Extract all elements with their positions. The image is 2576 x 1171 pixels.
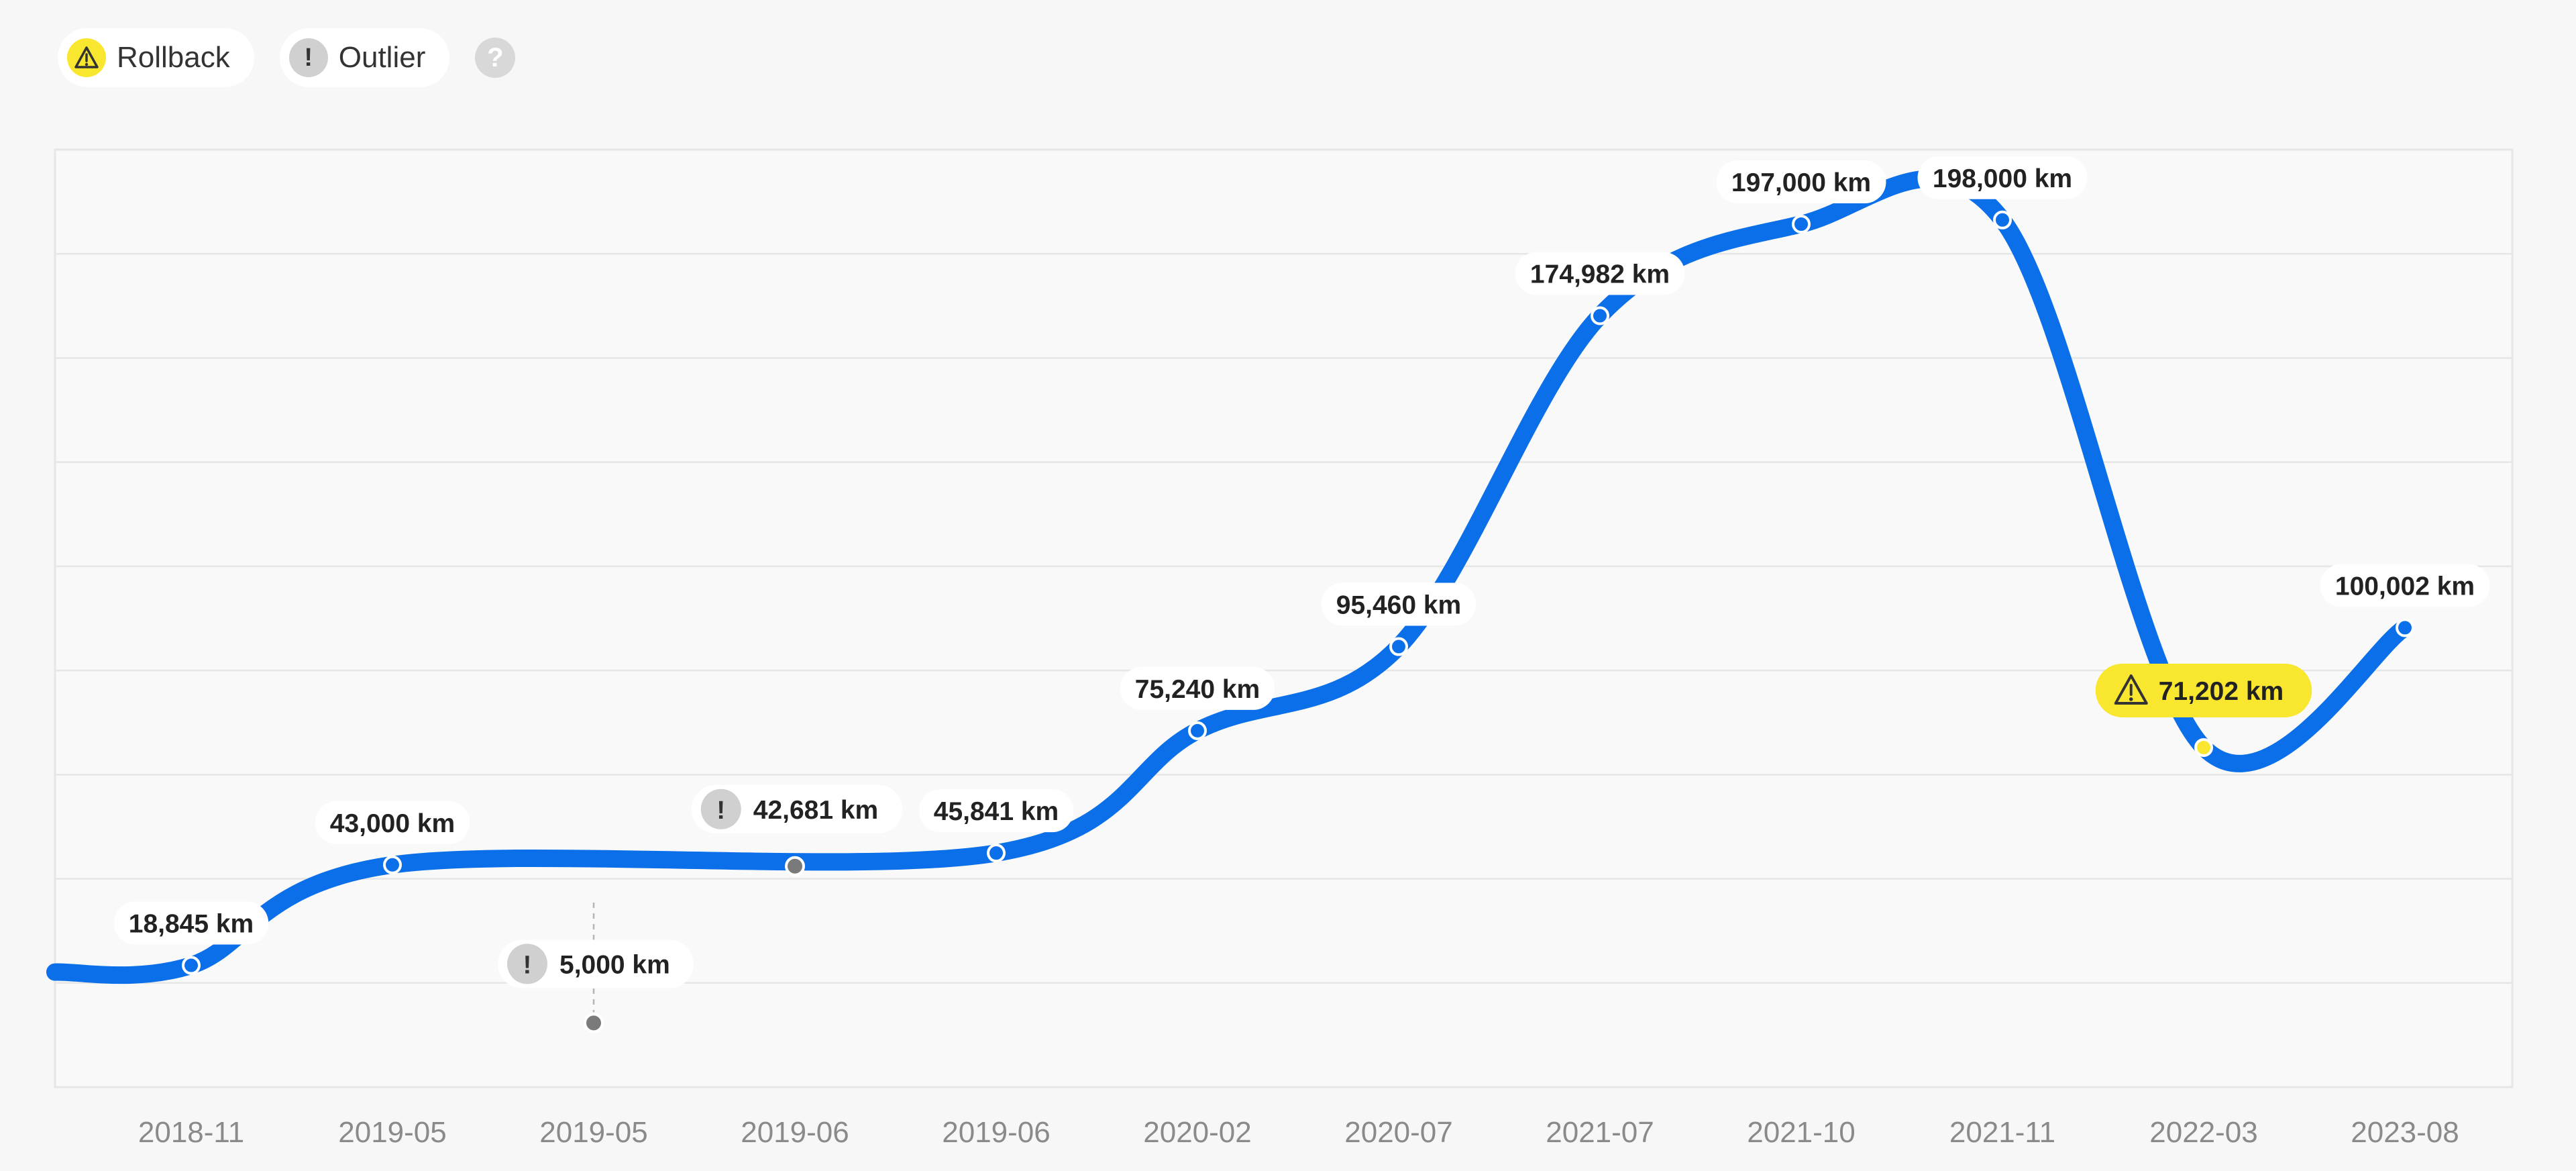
data-label: 100,002 km — [2320, 564, 2490, 607]
label-background — [2320, 564, 2490, 607]
legend-rollback-label: Rollback — [117, 41, 230, 74]
outlier-label: ! 42,681 km — [691, 784, 903, 833]
label-background — [918, 789, 1074, 833]
exclamation-icon — [507, 944, 547, 984]
label-background — [1321, 582, 1477, 626]
data-label-text: 100,002 km — [2335, 572, 2475, 601]
exclamation-icon-glyph: ! — [716, 797, 725, 825]
data-label-text: 42,681 km — [753, 796, 879, 825]
x-tick-label: 2020-07 — [1344, 1116, 1452, 1149]
x-tick-label: 2019-06 — [741, 1116, 849, 1149]
warning-triangle-icon — [67, 38, 106, 77]
x-tick-label: 2020-02 — [1143, 1116, 1251, 1149]
legend-item-outlier[interactable]: ! Outlier — [279, 28, 450, 87]
x-tick-label: 2022-03 — [2149, 1116, 2257, 1149]
label-background — [691, 784, 903, 833]
data-label-text: 18,845 km — [129, 910, 254, 939]
x-tick-label: 2018-11 — [138, 1116, 244, 1149]
data-points — [182, 210, 2414, 1033]
label-background — [315, 801, 470, 844]
data-label-text: 45,841 km — [934, 797, 1059, 826]
x-tick-label: 2019-05 — [338, 1116, 446, 1149]
data-label-text: 75,240 km — [1135, 675, 1260, 704]
data-point[interactable] — [1993, 210, 2012, 230]
plot-area — [54, 148, 2514, 1088]
data-point[interactable] — [1792, 215, 1811, 234]
legend-item-rollback[interactable]: Rollback — [58, 28, 254, 87]
data-point[interactable] — [2396, 618, 2414, 638]
outlier-point[interactable] — [785, 856, 805, 876]
data-label: 174,982 km — [1515, 252, 1685, 295]
x-tick-label: 2021-10 — [1747, 1116, 1855, 1149]
x-axis-ticks: 2018-11 2019-05 2019-05 2019-06 2019-06 2020-… — [138, 1116, 2459, 1149]
x-tick-label: 2019-05 — [539, 1116, 647, 1149]
data-label: 95,460 km — [1321, 582, 1477, 626]
exclamation-icon: ! — [288, 38, 328, 77]
data-label-text: 5,000 km — [559, 950, 670, 979]
label-background — [498, 939, 694, 988]
label-background — [1120, 666, 1275, 710]
label-background — [1917, 156, 2088, 199]
exclamation-icon-glyph: ! — [523, 951, 532, 979]
label-background — [1716, 160, 1886, 203]
label-background — [2095, 663, 2312, 717]
legend-outlier-label: Outlier — [338, 41, 426, 74]
chart-legend: Rollback ! Outlier ? — [58, 28, 516, 87]
data-label: 198,000 km — [1917, 156, 2088, 199]
x-tick-label: 2021-07 — [1546, 1116, 1654, 1149]
label-background — [113, 901, 269, 945]
data-label-text: 197,000 km — [1731, 168, 1871, 197]
data-label-text: 71,202 km — [2159, 677, 2284, 706]
data-label-text: 95,460 km — [1336, 591, 1462, 620]
data-label: 18,845 km — [113, 901, 269, 945]
data-label: 45,841 km — [918, 789, 1074, 833]
data-point[interactable] — [987, 844, 1006, 863]
data-label-text: 174,982 km — [1530, 260, 1670, 289]
question-icon[interactable]: ? — [475, 38, 516, 78]
exclamation-icon — [700, 788, 741, 829]
rollback-label: 71,202 km — [2095, 663, 2312, 717]
data-point[interactable] — [383, 855, 402, 874]
outlier-label: ! 5,000 km — [498, 939, 694, 988]
data-point[interactable] — [1389, 637, 1408, 656]
rollback-point[interactable] — [2194, 737, 2213, 757]
data-point[interactable] — [1591, 306, 1609, 325]
x-tick-label: 2023-08 — [2351, 1116, 2459, 1149]
x-tick-label: 2021-11 — [1949, 1116, 2055, 1149]
data-label: 197,000 km — [1716, 160, 1886, 203]
warning-triangle-icon — [2114, 674, 2148, 705]
data-point[interactable] — [1188, 721, 1207, 740]
data-labels: 18,845 km 43,000 km! 5,000 km! 42,681 km 45,… — [113, 156, 2490, 988]
data-label: 75,240 km — [1120, 666, 1275, 710]
data-label-text: 43,000 km — [330, 809, 455, 838]
outlier-point[interactable] — [584, 1013, 604, 1033]
data-label: 43,000 km — [315, 801, 470, 844]
data-label-text: 198,000 km — [1933, 164, 2072, 193]
label-background — [1515, 252, 1685, 295]
x-tick-label: 2019-06 — [942, 1116, 1050, 1149]
data-point[interactable] — [182, 956, 201, 975]
